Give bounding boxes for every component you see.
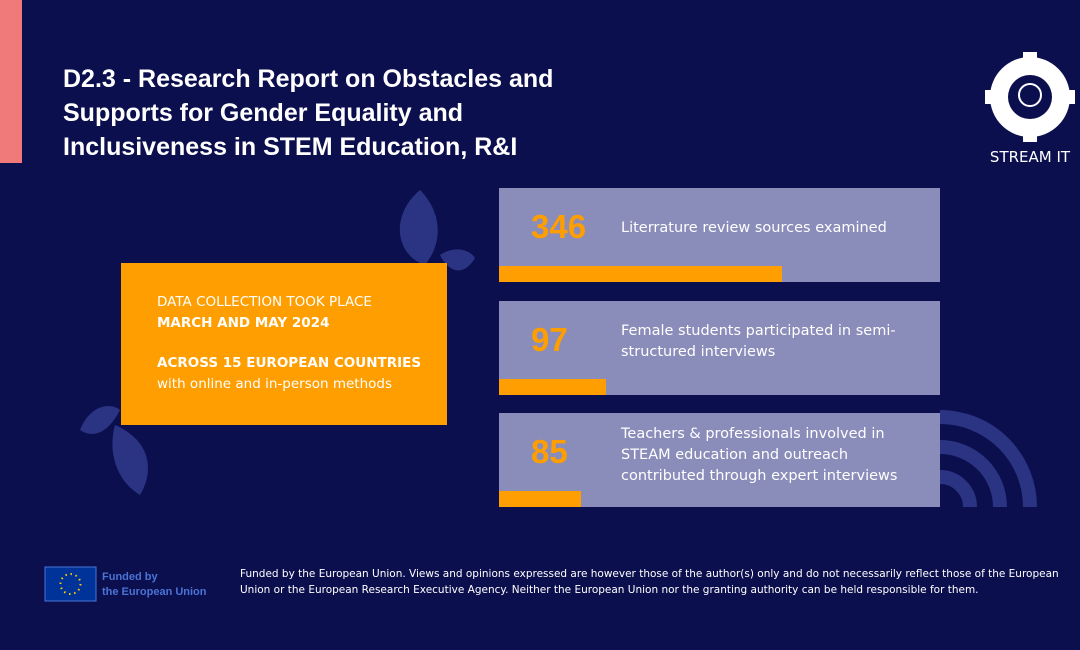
stat-card: 346 Literrature review sources examined: [499, 188, 940, 282]
stat-card: 97 Female students participated in semi-…: [499, 301, 940, 395]
leaf: [399, 190, 438, 265]
arcs: [939, 410, 1037, 508]
progress-bar: [499, 379, 606, 395]
highlight-text: ACROSS 15 EUROPEAN COUNTRIES: [157, 355, 422, 371]
highlight-text: MARCH AND MAY 2024: [157, 315, 330, 331]
funded-line: the European Union: [102, 586, 207, 598]
stat-value: 346: [531, 208, 587, 245]
title: D2.3 - Research Report on Obstacles and …: [63, 62, 553, 164]
leaf: [440, 249, 475, 271]
logo-icon: [985, 52, 1075, 142]
stat-card: 85 Teachers & professionals involved in …: [499, 413, 940, 507]
stat-value: 85: [531, 433, 568, 470]
title-line: Inclusiveness in STEM Education, R&I: [63, 133, 518, 161]
stat-label: Female students participated in semi-str…: [621, 323, 896, 360]
highlight-box: DATA COLLECTION TOOK PLACE MARCH AND MAY…: [121, 263, 447, 425]
title-line: D2.3 - Research Report on Obstacles and: [63, 65, 554, 93]
progress-bar: [499, 491, 581, 507]
stat-label: Teachers & professionals involved in STE…: [621, 426, 898, 484]
stat-label: Literrature review sources examined: [621, 220, 887, 236]
logo-label: STREAM IT: [989, 148, 1071, 166]
eu-flag: [44, 566, 97, 602]
funded-line: Funded by: [102, 571, 158, 583]
title-line: Supports for Gender Equality and: [63, 99, 464, 127]
leaf: [80, 406, 120, 434]
progress-bar: [499, 266, 782, 282]
accent-bar: [0, 0, 22, 163]
stat-value: 97: [531, 321, 568, 358]
disclaimer: Funded by the European Union. Views and …: [240, 568, 1059, 596]
funded-label: Funded by the European Union: [102, 570, 207, 600]
highlight-text: DATA COLLECTION TOOK PLACE: [157, 294, 372, 310]
highlight-text: with online and in-person methods: [157, 376, 393, 392]
leaf: [112, 425, 148, 495]
